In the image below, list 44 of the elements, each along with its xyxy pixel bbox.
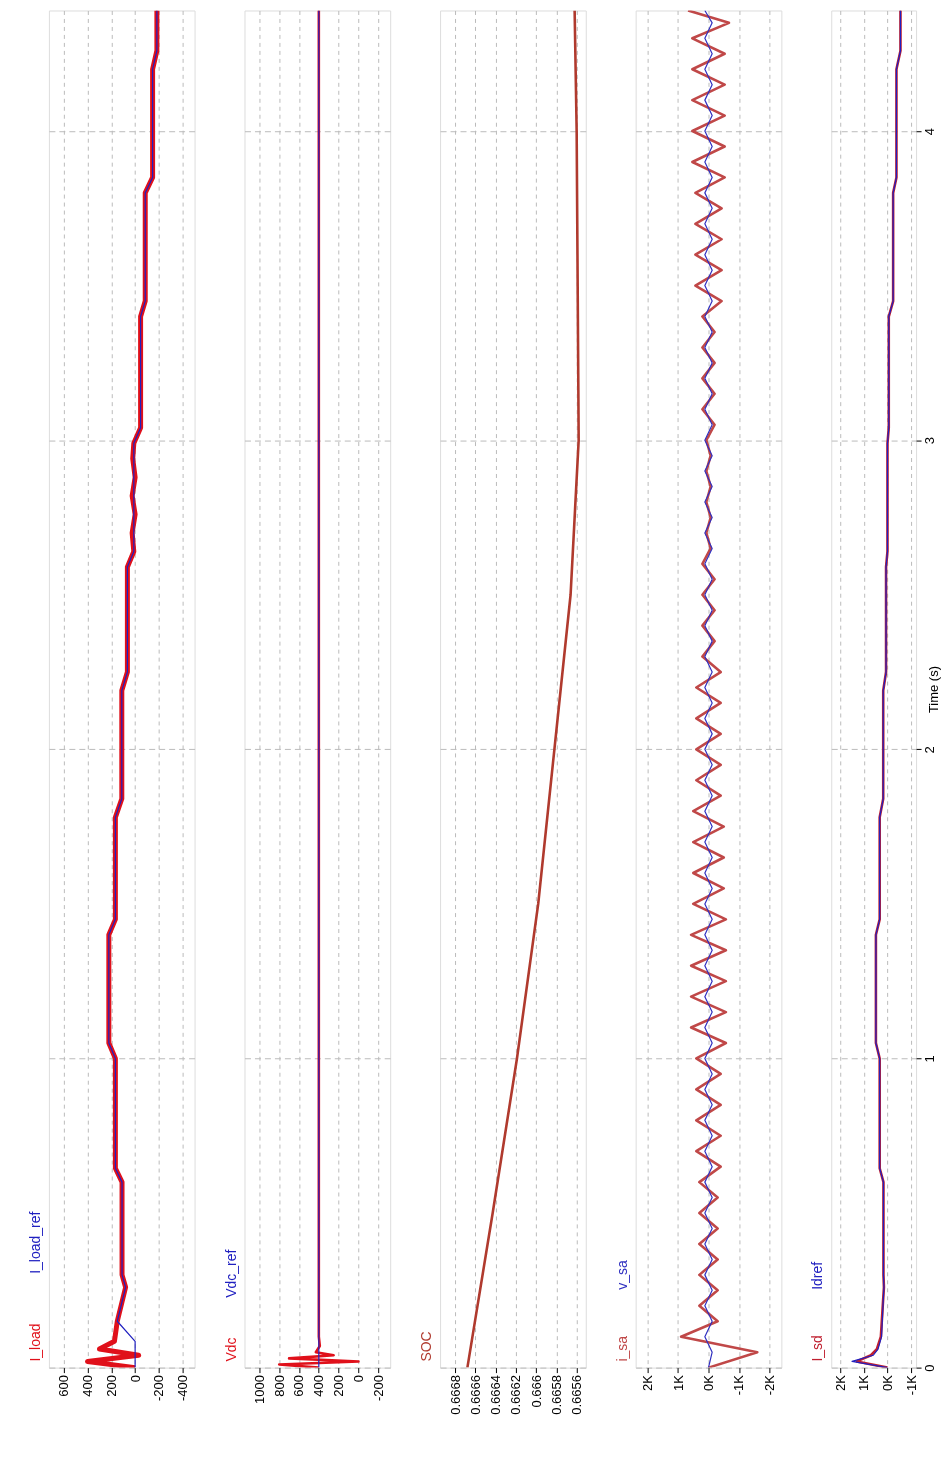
x-tick-label: -1K <box>731 1374 747 1396</box>
x-tick-label: 0.6656 <box>569 1375 585 1415</box>
x-tick-label: 200 <box>331 1375 347 1397</box>
x-tick-label: -400 <box>175 1375 191 1402</box>
x-tick-label: 2K <box>832 1374 848 1391</box>
x-tick-label: 2K <box>640 1374 656 1391</box>
text: SOC <box>418 1331 435 1362</box>
x-tick-label: 0.666 <box>528 1375 544 1408</box>
text: I_sd <box>809 1335 826 1362</box>
x-tick-label: 0K <box>700 1374 716 1391</box>
x-tick-label: 600 <box>56 1375 72 1397</box>
text: Vdc_ref <box>222 1249 239 1298</box>
x-tick-label: 0K <box>879 1374 895 1391</box>
y-tick-label: 2 <box>921 746 937 754</box>
x-tick-label: 0.6664 <box>488 1375 504 1415</box>
x-tick-label: 0.6658 <box>548 1375 564 1415</box>
x-tick-label: 0 <box>350 1375 366 1383</box>
x-tick-label: -200 <box>370 1375 386 1402</box>
x-tick-label: 0.6668 <box>447 1375 463 1415</box>
text: I_load_ref <box>26 1211 43 1274</box>
x-tick-label: -2K <box>761 1374 777 1396</box>
x-tick-label: 400 <box>311 1375 327 1397</box>
y-tick-label: 1 <box>921 1055 937 1063</box>
x-tick-label: -200 <box>151 1375 167 1402</box>
x-tick-label: 800 <box>271 1375 287 1397</box>
x-tick-label: 1K <box>856 1374 872 1391</box>
x-tick-label: 0.6666 <box>467 1375 483 1415</box>
x-tick-label: 0.6662 <box>508 1375 524 1415</box>
text: I_load <box>26 1323 43 1362</box>
x-tick-label: -1K <box>903 1374 919 1396</box>
x-tick-label: 200 <box>103 1375 119 1397</box>
x-tick-label: 400 <box>80 1375 96 1397</box>
y-tick-label: 3 <box>921 437 937 445</box>
text: Idref <box>809 1261 826 1290</box>
text: i_sa <box>613 1335 630 1362</box>
text: v_sa <box>613 1260 630 1290</box>
y-axis-title: Time (s) <box>925 666 941 714</box>
x-tick-label: 600 <box>291 1375 307 1397</box>
x-tick-label: 0 <box>127 1375 143 1383</box>
y-tick-label: 0 <box>921 1364 937 1372</box>
text: Vdc <box>222 1337 239 1362</box>
x-tick-label: 1000 <box>251 1375 267 1404</box>
x-tick-label: 1K <box>670 1374 686 1391</box>
y-tick-label: 4 <box>921 127 937 136</box>
